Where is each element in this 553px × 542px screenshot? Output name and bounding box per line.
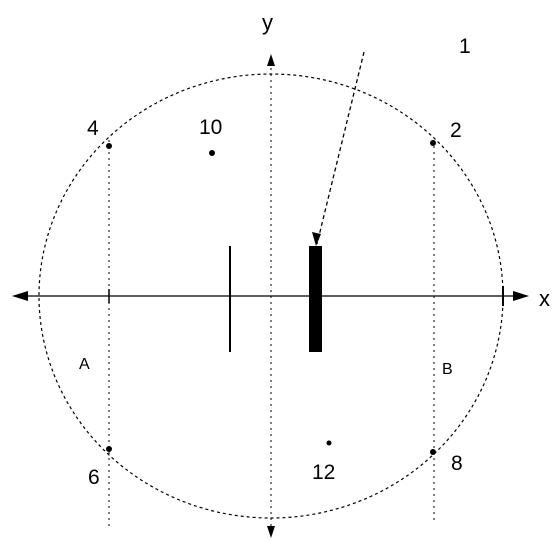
point-6 bbox=[106, 446, 112, 452]
label-10: 10 bbox=[199, 116, 222, 139]
point-8 bbox=[430, 449, 436, 455]
x-axis-label: x bbox=[539, 286, 550, 311]
pointer-arrowhead bbox=[312, 232, 321, 246]
label-6: 6 bbox=[88, 466, 100, 489]
point-12 bbox=[326, 440, 332, 446]
region-label-b: B bbox=[442, 361, 453, 378]
label-12: 12 bbox=[312, 461, 335, 484]
x-axis-right-arrow bbox=[513, 291, 529, 301]
thick-electrode bbox=[309, 246, 322, 352]
point-2 bbox=[430, 140, 436, 146]
label-8: 8 bbox=[451, 452, 463, 475]
label-1: 1 bbox=[459, 35, 471, 58]
y-axis-label: y bbox=[262, 10, 273, 35]
label-2: 2 bbox=[450, 119, 462, 142]
pointer-line bbox=[316, 51, 365, 245]
point-10 bbox=[209, 150, 215, 156]
label-4: 4 bbox=[87, 117, 99, 140]
y-axis-bottom-arrow bbox=[267, 526, 275, 538]
region-label-a: A bbox=[79, 356, 90, 373]
x-axis-left-arrow bbox=[12, 291, 28, 301]
point-4 bbox=[106, 143, 112, 149]
y-axis-top-arrow bbox=[267, 54, 275, 66]
